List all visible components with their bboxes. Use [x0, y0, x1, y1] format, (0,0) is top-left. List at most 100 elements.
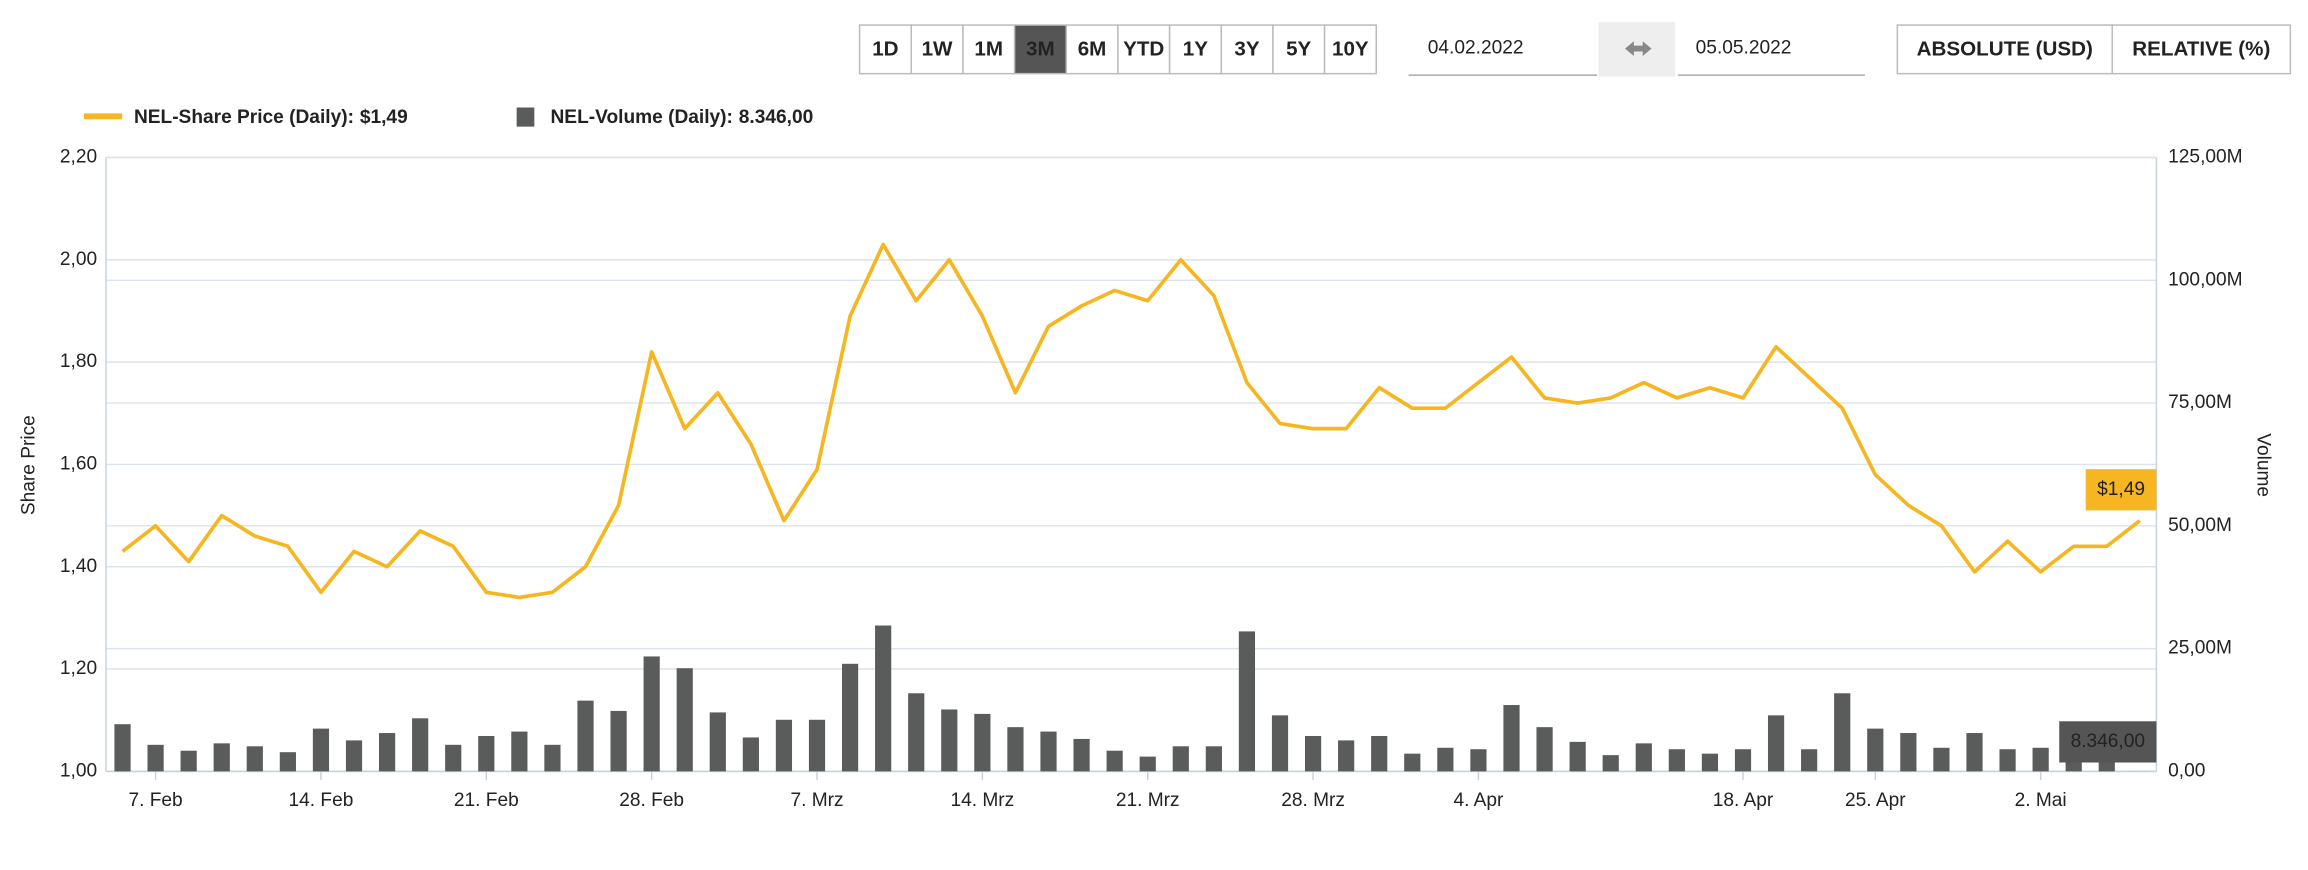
volume-bar	[1734, 749, 1752, 772]
end-flag	[2059, 721, 2157, 763]
volume-bar	[1106, 750, 1123, 772]
y2-axis-label: Volume	[2252, 433, 2273, 497]
volume-bar	[908, 693, 925, 772]
range-label[interactable]: 6M	[1078, 38, 1107, 61]
volume-bar	[478, 735, 495, 772]
y-tick-label: 1,40	[60, 556, 97, 577]
volume-bar	[1933, 747, 1950, 772]
range-label[interactable]: 3M	[1026, 38, 1055, 61]
y-tick-label: 1,60	[60, 453, 97, 474]
range-button[interactable]	[1168, 24, 1223, 75]
range-label[interactable]: YTD	[1123, 38, 1164, 61]
x-tick-label: 4. Apr	[1453, 790, 1504, 811]
volume-bar	[841, 663, 859, 772]
volume-bar	[1801, 749, 1818, 772]
volume-bar	[1437, 747, 1454, 772]
x-tick-label: 2. Mai	[2015, 790, 2067, 811]
range-label[interactable]: 1D	[872, 38, 898, 61]
volume-bar	[709, 712, 726, 772]
x-tick-label: 28. Mrz	[1281, 790, 1345, 811]
range-label[interactable]: 5Y	[1286, 38, 1311, 61]
volume-bar	[1767, 715, 1785, 772]
volume-bar	[1040, 731, 1057, 772]
volume-bar	[445, 744, 462, 772]
y-tick-label: 1,00	[60, 760, 97, 781]
mode-label[interactable]: RELATIVE (%)	[2132, 38, 2270, 61]
date-from[interactable]: 04.02.2022	[1428, 38, 1524, 59]
x-tick-label: 18. Apr	[1713, 790, 1774, 811]
volume-bar	[1536, 727, 1553, 772]
mode-label[interactable]: ABSOLUTE (USD)	[1917, 38, 2093, 61]
range-label[interactable]: 1W	[922, 38, 953, 61]
volume-bar	[1338, 740, 1355, 772]
volume-bar	[180, 750, 197, 772]
volume-bar	[643, 656, 660, 772]
x-tick-label: 21. Feb	[454, 790, 519, 811]
volume-bar	[2032, 747, 2049, 772]
mode-button[interactable]	[2111, 24, 2292, 75]
volume-bar	[1139, 756, 1156, 772]
volume-bar	[1238, 631, 1256, 772]
legend-label: NEL-Volume (Daily):	[551, 107, 733, 128]
range-label[interactable]: 1Y	[1183, 38, 1208, 61]
range-label[interactable]: 10Y	[1332, 38, 1369, 61]
price-line	[121, 242, 2141, 600]
volume-bar	[246, 746, 263, 772]
volume-bar	[808, 719, 826, 772]
volume-bar	[1470, 749, 1487, 772]
volume-bar	[1404, 753, 1421, 772]
date-to[interactable]: 05.05.2022	[1696, 38, 1792, 59]
mode-button[interactable]	[1896, 24, 2113, 75]
volume-bar	[1602, 755, 1619, 772]
volume-bar	[1966, 733, 1983, 772]
legend-swatch	[516, 107, 535, 127]
y2-tick-label: 75,00M	[2168, 392, 2232, 413]
legend-value: 8.346,00	[739, 107, 813, 128]
volume-bar	[213, 743, 230, 772]
range-button[interactable]	[1117, 24, 1171, 75]
volume-bar	[974, 713, 991, 772]
range-button[interactable]	[858, 24, 913, 75]
y-tick-label: 1,20	[60, 658, 97, 679]
range-button[interactable]	[1220, 24, 1274, 75]
volume-bar	[676, 668, 693, 772]
volume-bar	[1668, 749, 1685, 772]
y2-tick-label: 25,00M	[2168, 638, 2232, 659]
x-tick-label: 21. Mrz	[1116, 790, 1180, 811]
range-button[interactable]	[1323, 24, 1377, 75]
x-tick-label: 7. Mrz	[790, 790, 843, 811]
range-button[interactable]	[910, 24, 964, 75]
volume-bar	[1635, 743, 1652, 772]
x-tick-label: 14. Feb	[289, 790, 354, 811]
volume-bar	[544, 744, 561, 772]
x-tick-label: 14. Mrz	[950, 790, 1014, 811]
volume-bar	[1304, 735, 1322, 772]
volume-bar	[1834, 693, 1851, 772]
volume-bar	[378, 733, 396, 772]
volume-bar	[412, 718, 429, 772]
range-label[interactable]: 3Y	[1234, 38, 1259, 61]
y2-tick-label: 50,00M	[2168, 515, 2232, 536]
volume-bar	[1569, 741, 1586, 772]
range-button[interactable]	[962, 24, 1016, 75]
volume-bar	[1900, 733, 1917, 772]
range-label[interactable]: 1M	[974, 38, 1003, 61]
x-tick-label: 7. Feb	[128, 790, 182, 811]
y-axis-label: Share Price	[18, 415, 39, 515]
y2-tick-label: 100,00M	[2168, 269, 2242, 290]
volume-bar	[775, 719, 793, 772]
volume-bar	[742, 737, 759, 772]
volume-bar	[577, 700, 594, 772]
range-button[interactable]	[1065, 24, 1119, 75]
volume-bar	[1999, 749, 2016, 772]
volume-bar	[1205, 746, 1222, 772]
volume-bar	[1073, 738, 1090, 772]
volume-bar	[1867, 728, 1884, 772]
volume-bar	[1701, 753, 1719, 772]
y2-tick-label: 0,00	[2168, 760, 2205, 781]
range-button[interactable]	[1272, 24, 1326, 75]
y2-tick-label: 125,00M	[2168, 147, 2242, 168]
volume-bar	[1172, 746, 1189, 772]
